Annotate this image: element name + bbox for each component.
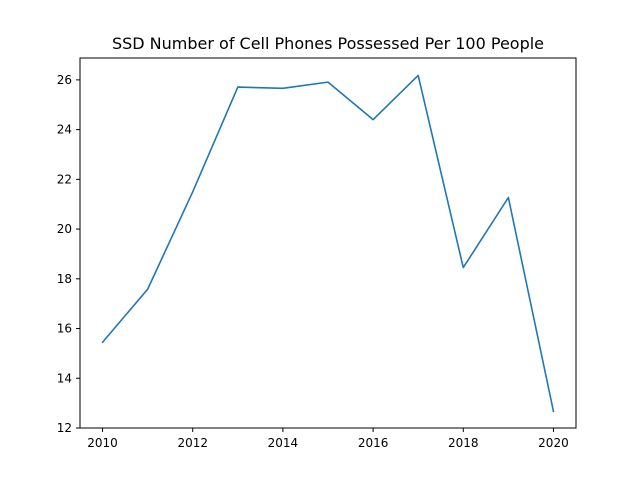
x-tick-label: 2012 bbox=[177, 436, 208, 450]
y-tick-label: 12 bbox=[57, 421, 72, 435]
y-tick-label: 24 bbox=[57, 123, 72, 137]
chart-title: SSD Number of Cell Phones Possessed Per … bbox=[112, 34, 544, 53]
y-tick-label: 16 bbox=[57, 322, 72, 336]
y-tick-label: 20 bbox=[57, 222, 72, 236]
x-tick-label: 2016 bbox=[358, 436, 389, 450]
x-tick-label: 2020 bbox=[538, 436, 569, 450]
x-tick-label: 2018 bbox=[448, 436, 479, 450]
series-line bbox=[101, 74, 555, 413]
series-layer bbox=[101, 74, 555, 413]
y-tick-label: 18 bbox=[57, 272, 72, 286]
y-tick-label: 26 bbox=[57, 73, 72, 87]
x-tick-label: 2010 bbox=[87, 436, 118, 450]
plot-frame bbox=[79, 57, 577, 429]
y-tick-label: 22 bbox=[57, 172, 72, 186]
plot-area-background bbox=[80, 58, 576, 428]
x-axis-ticks: 2010 2012 2014 2016 2018 2020 bbox=[87, 428, 569, 450]
x-tick-label: 2014 bbox=[268, 436, 299, 450]
y-tick-label: 14 bbox=[57, 371, 72, 385]
y-axis-ticks: 12 14 16 18 20 22 24 26 bbox=[57, 73, 80, 435]
